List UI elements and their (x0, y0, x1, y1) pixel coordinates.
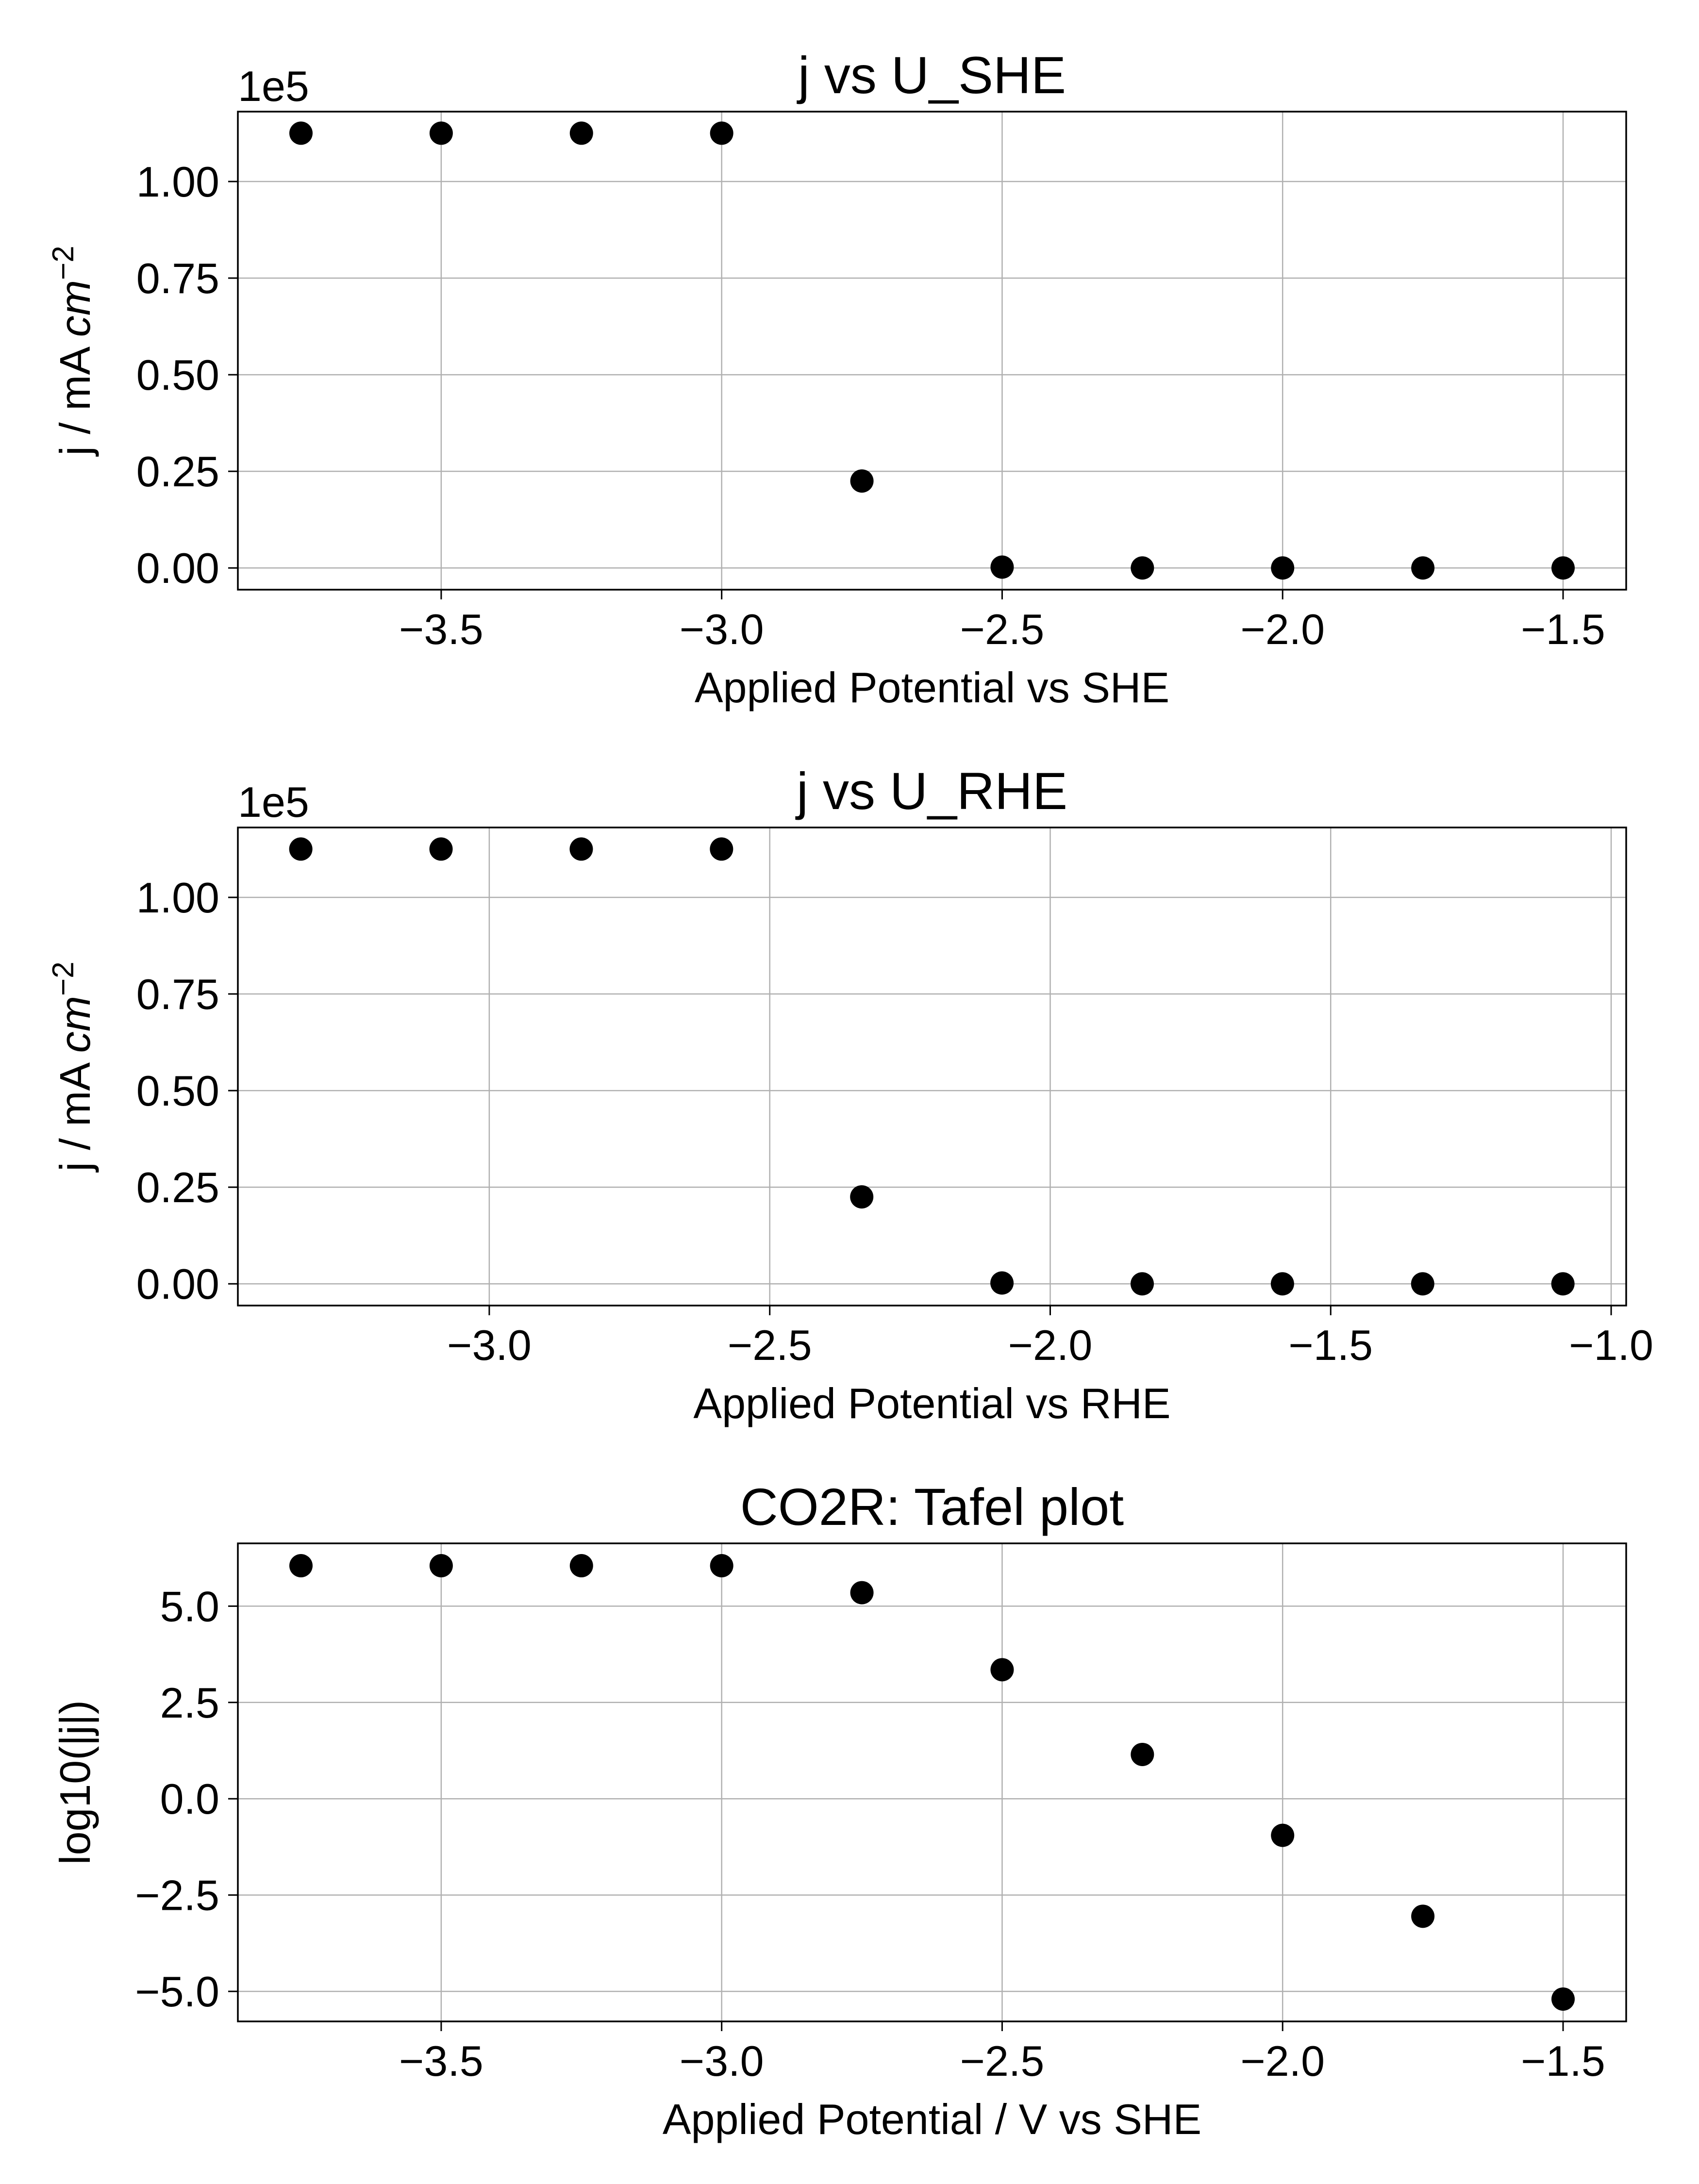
chart-3-y-tick-label-3: 0.0 (160, 1775, 219, 1823)
chart-2-point-6 (990, 1271, 1014, 1295)
chart-1-y-tick-label-4: 0.75 (136, 254, 219, 302)
chart-1-y-tick-label-1: 0.00 (136, 544, 219, 592)
chart-3-x-tick-label-3: −2.5 (960, 2037, 1045, 2085)
chart-3-y-tick-label-1: −5.0 (135, 1968, 219, 2016)
chart-2-y-axis-label-unit: cm (51, 996, 99, 1053)
chart-2-point-7 (1130, 1272, 1154, 1296)
chart-2-y-axis-label: j / mA cm−2 (47, 961, 99, 1173)
chart-2-axes-frame (237, 827, 1627, 1307)
chart-1-x-axis-label: Applied Potential vs SHE (695, 663, 1169, 711)
chart-1-x-tick-label-1: −3.5 (399, 605, 483, 653)
chart-3-point-8 (1271, 1823, 1295, 1847)
chart-3-x-axis-label: Applied Potential / V vs SHE (663, 2095, 1201, 2143)
chart-2-point-4 (710, 837, 733, 861)
chart-1-point-10 (1551, 556, 1575, 580)
chart-3-point-4 (710, 1554, 733, 1578)
chart-3-y-tick-label-2: −2.5 (135, 1871, 219, 1919)
chart-2-point-9 (1411, 1272, 1434, 1296)
chart-2-y-tick-label-1: 0.00 (136, 1260, 219, 1308)
chart-2-x-tick-label-5: −1.0 (1569, 1321, 1653, 1369)
chart-1-point-5 (850, 469, 874, 493)
chart-1-axes-frame (237, 111, 1627, 591)
chart-3-title: CO2R: Tafel plot (740, 1477, 1124, 1536)
chart-3-y-tick-label-5: 5.0 (160, 1582, 219, 1630)
chart-1-point-8 (1271, 556, 1295, 580)
chart-1-y-tick-label-2: 0.25 (136, 447, 219, 496)
chart-2: −3.0 −2.5 −2.0 −1.5 −1.0 0.00 0.25 0.50 0.75 1.00… (47, 761, 1653, 1427)
chart-2-point-2 (429, 837, 453, 861)
chart-3-axes-frame (237, 1542, 1627, 2022)
chart-3-point-1 (289, 1554, 313, 1578)
chart-1-point-3 (569, 121, 593, 145)
chart-2-y-tick-label-3: 0.50 (136, 1067, 219, 1115)
chart-3-x-tick-label-1: −3.5 (399, 2037, 483, 2085)
chart-2-x-tick-label-4: −1.5 (1288, 1321, 1373, 1369)
chart-1-x-tick-label-3: −2.5 (960, 605, 1045, 653)
chart-2-point-10 (1551, 1272, 1575, 1296)
chart-3: −3.5 −3.0 −2.5 −2.0 −1.5 −5.0 −2.5 0.0 2.5 5.0 CO2… (51, 1477, 1627, 2143)
chart-3-point-7 (1131, 1742, 1154, 1766)
chart-1-y-tick-label-5: 1.00 (136, 158, 219, 206)
chart-2-y-axis-label-exponent: −2 (47, 961, 80, 996)
chart-1-y-axis-label-unit: cm (51, 280, 99, 337)
chart-1-y-tick-label-3: 0.50 (136, 351, 219, 399)
chart-3-point-5 (850, 1581, 874, 1605)
chart-3-y-axis-label: log10(|j|) (51, 1700, 99, 1865)
chart-1-x-tick-label-5: −1.5 (1521, 605, 1605, 653)
chart-1-point-6 (990, 555, 1014, 579)
chart-2-y-tick-label-5: 1.00 (136, 874, 219, 922)
chart-2-x-tick-label-2: −2.5 (728, 1321, 812, 1369)
chart-1-y-axis-label: j / mA cm−2 (47, 246, 99, 457)
chart-3-point-2 (429, 1554, 453, 1578)
chart-2-point-8 (1270, 1272, 1294, 1296)
chart-3-point-9 (1411, 1904, 1435, 1928)
chart-1-x-tick-label-2: −3.0 (680, 605, 764, 653)
chart-1-point-4 (710, 121, 733, 145)
chart-3-point-6 (990, 1658, 1014, 1682)
chart-3-y-tick-label-4: 2.5 (160, 1679, 219, 1727)
chart-1-y-axis-label-text: j / mA (51, 337, 99, 457)
chart-3-point-3 (569, 1554, 593, 1578)
chart-1-point-9 (1411, 556, 1435, 580)
chart-2-x-axis-label: Applied Potential vs RHE (693, 1379, 1170, 1427)
chart-3-point-10 (1551, 1987, 1575, 2011)
chart-1-point-1 (289, 121, 313, 145)
chart-2-x-tick-label-3: −2.0 (1008, 1321, 1093, 1369)
chart-2-y-axis-label-text: j / mA (51, 1053, 99, 1173)
chart-2-point-3 (569, 837, 593, 861)
chart-3-x-tick-label-5: −1.5 (1521, 2037, 1605, 2085)
chart-2-point-1 (289, 837, 313, 861)
chart-1-y-axis-label-exponent: −2 (47, 246, 80, 280)
chart-1-title: j vs U_SHE (797, 46, 1066, 104)
chart-2-x-tick-label-1: −3.0 (447, 1321, 532, 1369)
chart-2-y-tick-label-4: 0.75 (136, 970, 219, 1018)
chart-1-offset-text: 1e5 (238, 62, 309, 110)
chart-3-x-tick-label-2: −3.0 (680, 2037, 764, 2085)
chart-2-title: j vs U_RHE (795, 761, 1067, 820)
chart-2-y-tick-label-2: 0.25 (136, 1163, 219, 1211)
chart-1: −3.5 −3.0 −2.5 −2.0 −1.5 0.00 0.25 0.50 0.75 1.00… (47, 46, 1627, 711)
chart-1-point-7 (1131, 556, 1154, 580)
chart-1-point-2 (429, 121, 453, 145)
chart-2-offset-text: 1e5 (238, 778, 309, 826)
chart-1-x-tick-label-4: −2.0 (1240, 605, 1325, 653)
chart-3-x-tick-label-4: −2.0 (1240, 2037, 1325, 2085)
chart-2-point-5 (850, 1185, 874, 1209)
